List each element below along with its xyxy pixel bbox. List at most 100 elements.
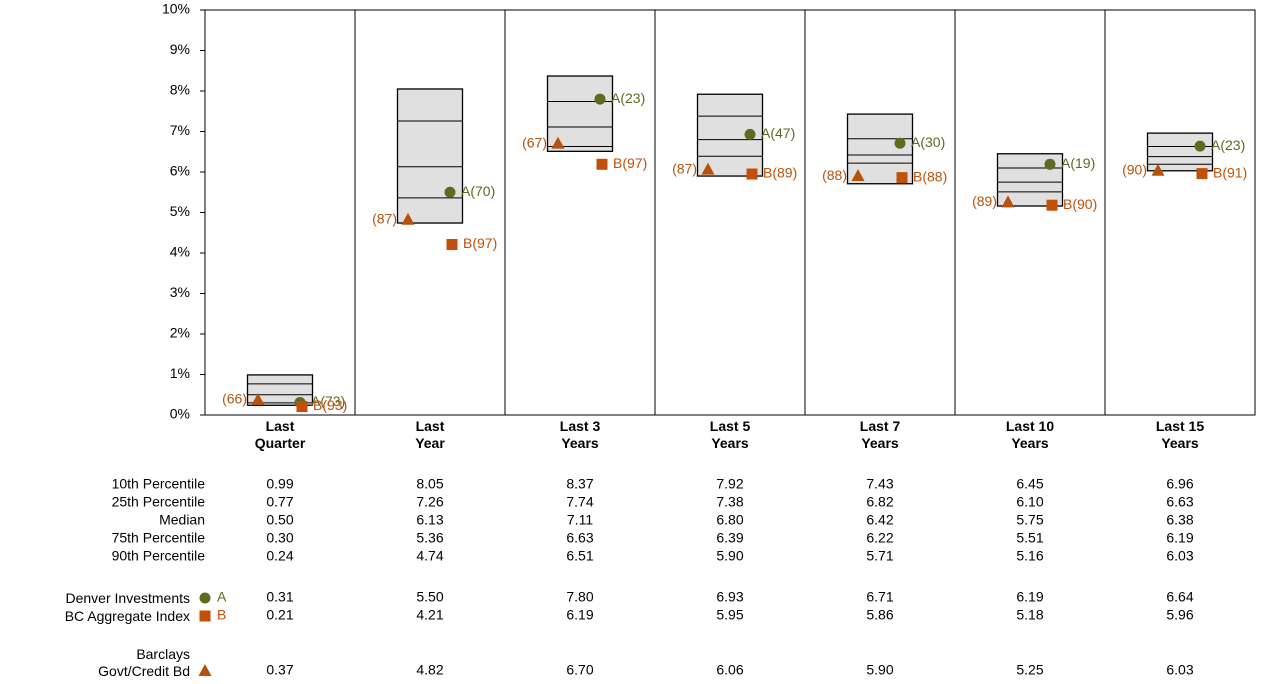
table-value: 6.19 (1166, 530, 1193, 546)
rank-label: B(97) (463, 235, 497, 251)
rank-label: (87) (372, 210, 397, 226)
table-value: 0.37 (266, 662, 293, 678)
table-value: 5.75 (1016, 512, 1043, 528)
table-value: 6.70 (566, 662, 593, 678)
table-value: 6.38 (1166, 512, 1193, 528)
rank-label: B(90) (1063, 196, 1097, 212)
rank-label: A(30) (911, 134, 945, 150)
y-tick-label: 8% (170, 82, 190, 98)
rank-label: B(89) (763, 165, 797, 181)
table-value: 6.03 (1166, 662, 1193, 678)
marker (251, 393, 265, 406)
table-value: 5.86 (866, 607, 893, 623)
table-value: 0.50 (266, 512, 293, 528)
table-value: 6.80 (716, 512, 743, 528)
marker (701, 162, 715, 175)
table-value: 6.82 (866, 494, 893, 510)
marker (896, 172, 908, 184)
rank-label: (67) (522, 134, 547, 150)
table-value: 7.74 (566, 494, 593, 510)
table-value: 5.96 (1166, 607, 1193, 623)
table-value: 5.90 (716, 548, 743, 564)
marker (594, 93, 606, 105)
rank-label: A(19) (1061, 155, 1095, 171)
rank-label: B(93) (313, 397, 347, 413)
table-value: 6.51 (566, 548, 593, 564)
table-value: 6.64 (1166, 589, 1193, 605)
table-value: 6.13 (416, 512, 443, 528)
x-tick-label: Last 5 Years (709, 418, 751, 451)
x-tick-label: Last Year (415, 418, 445, 451)
marker (401, 212, 415, 225)
rank-label: A(23) (1211, 137, 1245, 153)
x-tick-label: Last 10 Years (1005, 418, 1055, 451)
marker (746, 168, 758, 180)
table-value: 5.36 (416, 530, 443, 546)
table-value: 6.63 (566, 530, 593, 546)
y-tick-label: 4% (170, 244, 190, 260)
marker (1044, 158, 1056, 170)
table-value: 5.51 (1016, 530, 1043, 546)
table-value: 6.63 (1166, 494, 1193, 510)
table-value: 7.80 (566, 589, 593, 605)
row-label: 25th Percentile (112, 494, 206, 510)
row-label: 90th Percentile (112, 548, 206, 564)
series-name: Denver Investments (65, 590, 191, 606)
marker (444, 186, 456, 198)
table-value: 6.96 (1166, 476, 1193, 492)
table-value: 0.99 (266, 476, 293, 492)
series-name: Barclays Govt/Credit Bd (98, 646, 190, 679)
rank-label: A(47) (761, 125, 795, 141)
legend-letter: B (217, 607, 226, 623)
table-value: 0.77 (266, 494, 293, 510)
rank-label: B(97) (613, 155, 647, 171)
rank-label: (88) (822, 167, 847, 183)
percentile-box (396, 88, 464, 224)
table-value: 6.19 (1016, 589, 1043, 605)
marker (551, 136, 565, 149)
table-value: 6.71 (866, 589, 893, 605)
rank-label: (90) (1122, 161, 1147, 177)
marker (744, 128, 756, 140)
y-tick-label: 0% (170, 406, 190, 422)
table-value: 7.92 (716, 476, 743, 492)
y-tick-label: 5% (170, 203, 190, 219)
legend-letter: A (217, 589, 227, 605)
table-value: 8.05 (416, 476, 443, 492)
table-value: 5.18 (1016, 607, 1043, 623)
table-value: 5.16 (1016, 548, 1043, 564)
rank-label: A(73) (311, 393, 345, 409)
legend-marker (198, 664, 212, 676)
percentile-box (1146, 132, 1214, 172)
table-value: 4.82 (416, 662, 443, 678)
table-value: 4.74 (416, 548, 443, 564)
rank-label: (89) (972, 193, 997, 209)
y-tick-label: 6% (170, 163, 190, 179)
y-tick-label: 1% (170, 365, 190, 381)
table-value: 6.42 (866, 512, 893, 528)
y-tick-label: 9% (170, 41, 190, 57)
table-value: 0.21 (266, 607, 293, 623)
marker (851, 169, 865, 182)
table-value: 6.22 (866, 530, 893, 546)
marker (1151, 163, 1165, 176)
table-value: 8.37 (566, 476, 593, 492)
marker (1001, 195, 1015, 208)
table-value: 6.06 (716, 662, 743, 678)
table-value: 5.50 (416, 589, 443, 605)
table-value: 5.25 (1016, 662, 1043, 678)
row-label: Median (159, 512, 205, 528)
y-tick-label: 10% (162, 1, 190, 17)
table-value: 0.30 (266, 530, 293, 546)
table-value: 0.31 (266, 589, 293, 605)
x-tick-label: Last 7 Years (859, 418, 901, 451)
rank-label: (66) (222, 391, 247, 407)
rank-label: (87) (672, 160, 697, 176)
series-name: BC Aggregate Index (64, 608, 190, 624)
table-value: 7.11 (567, 512, 593, 528)
plot-frame (204, 9, 1256, 416)
table-value: 5.71 (866, 548, 893, 564)
table-value: 5.95 (716, 607, 743, 623)
